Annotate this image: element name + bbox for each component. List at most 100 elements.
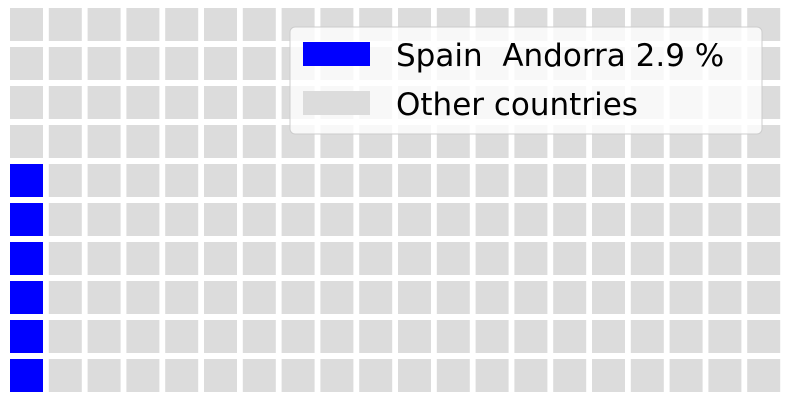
waffle-cell-other-countries — [553, 164, 587, 197]
waffle-cell-other-countries — [48, 320, 82, 353]
waffle-cell-other-countries — [281, 281, 315, 314]
waffle-cell-other-countries — [165, 125, 199, 158]
waffle-cell-other-countries — [630, 320, 664, 353]
waffle-cell-other-countries — [126, 8, 160, 41]
waffle-cell-other-countries — [514, 203, 548, 236]
waffle-cell-other-countries — [281, 320, 315, 353]
waffle-cell-other-countries — [204, 320, 237, 353]
waffle-cell-other-countries — [747, 164, 781, 197]
waffle-cell-other-countries — [359, 164, 393, 197]
waffle-cell-other-countries — [708, 242, 742, 275]
waffle-cell-other-countries — [10, 47, 43, 80]
waffle-cell-other-countries — [165, 359, 199, 392]
waffle-cell-other-countries — [592, 359, 625, 392]
waffle-cell-other-countries — [747, 320, 781, 353]
waffle-cell-other-countries — [514, 281, 548, 314]
waffle-cell-other-countries — [514, 320, 548, 353]
waffle-cell-other-countries — [165, 242, 199, 275]
waffle-cell-other-countries — [398, 242, 431, 275]
waffle-cell-other-countries — [242, 86, 276, 119]
waffle-cell-other-countries — [514, 242, 548, 275]
waffle-cell-other-countries — [747, 242, 781, 275]
waffle-cell-other-countries — [359, 281, 393, 314]
waffle-cell-other-countries — [553, 281, 587, 314]
waffle-cell-other-countries — [436, 164, 470, 197]
waffle-cell-other-countries — [87, 359, 121, 392]
waffle-cell-other-countries — [126, 281, 160, 314]
waffle-cell-other-countries — [436, 281, 470, 314]
waffle-cell-spain-andorra — [10, 164, 43, 197]
waffle-cell-other-countries — [87, 8, 121, 41]
waffle-cell-other-countries — [87, 242, 121, 275]
waffle-cell-other-countries — [592, 281, 625, 314]
waffle-cell-other-countries — [320, 281, 354, 314]
waffle-cell-other-countries — [747, 281, 781, 314]
waffle-cell-other-countries — [398, 164, 431, 197]
waffle-cell-other-countries — [242, 320, 276, 353]
waffle-cell-other-countries — [87, 203, 121, 236]
waffle-cell-other-countries — [592, 203, 625, 236]
waffle-cell-other-countries — [165, 164, 199, 197]
waffle-cell-other-countries — [669, 203, 703, 236]
waffle-cell-other-countries — [669, 359, 703, 392]
waffle-cell-other-countries — [242, 8, 276, 41]
legend-swatch-other-countries — [303, 91, 370, 115]
waffle-cell-other-countries — [475, 359, 509, 392]
waffle-cell-other-countries — [553, 320, 587, 353]
waffle-cell-other-countries — [204, 164, 237, 197]
waffle-cell-other-countries — [242, 359, 276, 392]
waffle-cell-other-countries — [630, 242, 664, 275]
waffle-cell-other-countries — [87, 320, 121, 353]
waffle-cell-other-countries — [320, 359, 354, 392]
waffle-cell-other-countries — [165, 86, 199, 119]
waffle-cell-other-countries — [359, 242, 393, 275]
waffle-cell-other-countries — [281, 164, 315, 197]
waffle-cell-other-countries — [436, 359, 470, 392]
waffle-cell-other-countries — [475, 164, 509, 197]
waffle-cell-other-countries — [281, 203, 315, 236]
waffle-cell-other-countries — [281, 359, 315, 392]
waffle-cell-other-countries — [48, 242, 82, 275]
waffle-cell-other-countries — [553, 359, 587, 392]
waffle-cell-spain-andorra — [10, 359, 43, 392]
waffle-cell-other-countries — [10, 125, 43, 158]
waffle-cell-spain-andorra — [10, 242, 43, 275]
waffle-cell-other-countries — [592, 164, 625, 197]
waffle-cell-other-countries — [204, 8, 237, 41]
legend: Spain Andorra 2.9 % Other countries — [289, 26, 763, 135]
waffle-cell-other-countries — [359, 203, 393, 236]
waffle-cell-other-countries — [87, 164, 121, 197]
waffle-cell-other-countries — [398, 203, 431, 236]
waffle-cell-other-countries — [126, 242, 160, 275]
waffle-cell-other-countries — [126, 47, 160, 80]
waffle-cell-other-countries — [747, 359, 781, 392]
waffle-cell-other-countries — [126, 203, 160, 236]
waffle-cell-other-countries — [242, 203, 276, 236]
waffle-cell-other-countries — [87, 86, 121, 119]
waffle-cell-other-countries — [165, 203, 199, 236]
waffle-cell-other-countries — [708, 281, 742, 314]
waffle-cell-other-countries — [708, 203, 742, 236]
waffle-cell-other-countries — [48, 281, 82, 314]
waffle-cell-other-countries — [553, 203, 587, 236]
legend-swatch-spain-andorra — [303, 42, 370, 66]
waffle-cell-other-countries — [553, 242, 587, 275]
waffle-cell-other-countries — [708, 164, 742, 197]
waffle-cell-other-countries — [204, 125, 237, 158]
waffle-cell-other-countries — [165, 320, 199, 353]
waffle-cell-other-countries — [242, 281, 276, 314]
waffle-cell-other-countries — [204, 47, 237, 80]
waffle-cell-other-countries — [204, 242, 237, 275]
waffle-cell-other-countries — [48, 359, 82, 392]
waffle-cell-other-countries — [48, 164, 82, 197]
waffle-cell-other-countries — [475, 320, 509, 353]
waffle-cell-other-countries — [242, 242, 276, 275]
waffle-cell-other-countries — [48, 125, 82, 158]
waffle-cell-other-countries — [126, 359, 160, 392]
waffle-cell-other-countries — [475, 242, 509, 275]
waffle-cell-other-countries — [320, 242, 354, 275]
legend-label-spain-andorra: Spain Andorra 2.9 % — [396, 38, 724, 74]
waffle-cell-other-countries — [126, 164, 160, 197]
waffle-cell-other-countries — [592, 320, 625, 353]
